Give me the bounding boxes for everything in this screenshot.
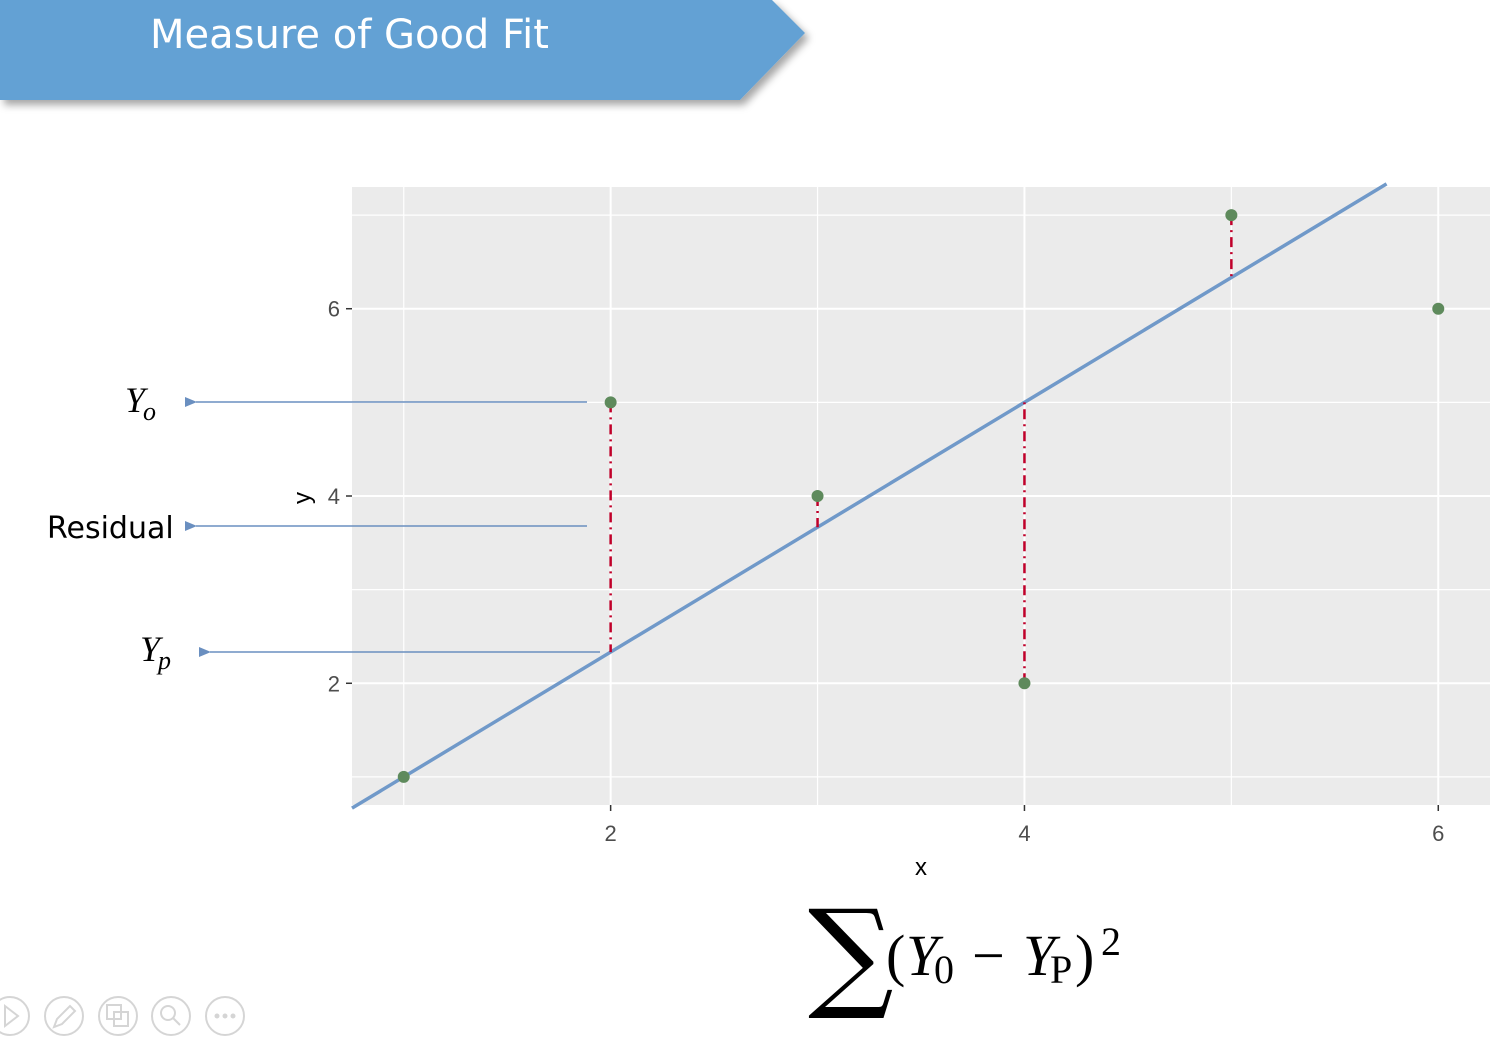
y-predicted-annotation: Y p xyxy=(140,629,600,675)
slide-title: Measure of Good Fit xyxy=(150,12,549,58)
formula-close-paren: ) xyxy=(1075,923,1094,988)
title-banner: Measure of Good Fit xyxy=(0,0,805,100)
x-tick-label: 6 xyxy=(1432,821,1444,846)
data-point xyxy=(1225,209,1238,222)
sum-of-squares-formula: ∑ ( Y 0 − Y P ) 2 xyxy=(808,885,1121,1024)
y-observed-annotation: Y o xyxy=(125,380,587,426)
formula-y-predicted: Y xyxy=(1023,923,1061,988)
play-icon[interactable] xyxy=(0,996,30,1036)
formula-open-paren: ( xyxy=(886,923,905,988)
y-observed-subscript: o xyxy=(143,397,156,426)
title-banner-shape xyxy=(0,0,805,100)
grid-lines xyxy=(352,187,1490,805)
y-axis-title: y xyxy=(289,492,316,504)
formula-minus: − xyxy=(972,923,1005,988)
formula-subscript-predicted: P xyxy=(1050,947,1072,992)
presentation-toolbar xyxy=(0,996,245,1036)
y-observed-label: Y xyxy=(125,380,149,420)
y-tick-label: 6 xyxy=(328,297,340,322)
residual-label: Residual xyxy=(47,511,174,546)
axis-ticks: 2 4 6 2 4 6 xyxy=(328,297,1445,846)
more-icon[interactable] xyxy=(205,996,245,1036)
pen-icon[interactable] xyxy=(44,996,84,1036)
formula-y-observed: Y xyxy=(906,923,944,988)
data-point xyxy=(397,770,410,783)
data-points xyxy=(397,209,1445,783)
x-axis-title: x xyxy=(915,854,927,881)
residual-annotation: Residual xyxy=(47,511,587,546)
formula-exponent: 2 xyxy=(1101,919,1121,964)
y-tick-label: 4 xyxy=(328,484,340,509)
data-point xyxy=(1432,302,1445,315)
formula-sum-symbol: ∑ xyxy=(808,885,894,1024)
y-predicted-subscript: p xyxy=(156,646,171,675)
data-point xyxy=(811,490,824,502)
regression-line xyxy=(351,182,1388,810)
slides-icon[interactable] xyxy=(98,996,138,1036)
x-tick-label: 2 xyxy=(605,821,617,846)
data-point xyxy=(604,396,617,409)
formula-subscript-observed: 0 xyxy=(934,947,954,992)
annotations: Y o Residual Y p xyxy=(47,380,600,675)
zoom-icon[interactable] xyxy=(151,996,191,1036)
scatter-chart: 2 4 6 2 4 6 x y xyxy=(289,182,1490,881)
x-tick-label: 4 xyxy=(1018,821,1030,846)
data-point xyxy=(1018,677,1031,690)
y-tick-label: 2 xyxy=(328,671,340,696)
y-predicted-label: Y xyxy=(140,629,164,669)
